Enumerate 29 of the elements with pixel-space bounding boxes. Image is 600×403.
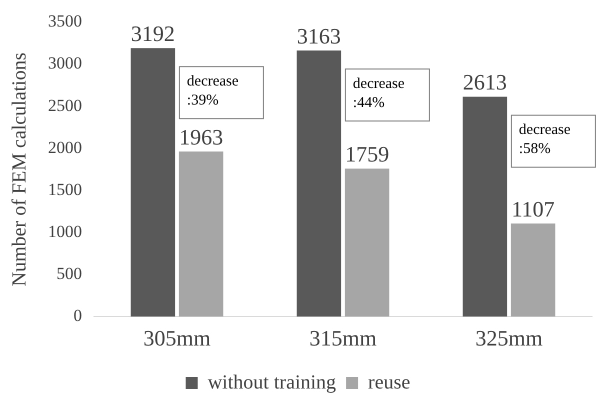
y-tick-label: 500: [56, 264, 82, 284]
legend-label: without training: [208, 371, 336, 394]
x-tick-label: 315mm: [309, 326, 377, 351]
y-tick-label: 1500: [48, 180, 82, 199]
y-tick-label: 3000: [48, 54, 82, 73]
annotation: decrease :44%: [352, 76, 405, 111]
bar: [510, 223, 556, 317]
annotation: decrease :39%: [186, 74, 239, 109]
bar: [130, 48, 176, 317]
bar: [462, 96, 508, 317]
data-label: 1963: [179, 124, 224, 150]
annotation: decrease :58%: [518, 122, 571, 158]
data-label: 1759: [345, 141, 390, 166]
y-tick-label: 3500: [48, 12, 82, 31]
bar: [344, 168, 390, 317]
x-tick-label: 325mm: [475, 326, 543, 351]
x-tick-label: 305mm: [143, 326, 211, 351]
bar: [296, 50, 342, 317]
y-tick-label: 1000: [48, 222, 82, 241]
data-label: 2613: [462, 70, 507, 95]
data-label: 3192: [130, 20, 175, 46]
y-axis-title: Number of FEM calculations: [8, 52, 30, 286]
data-label: 1107: [511, 196, 555, 222]
legend-label: reuse: [368, 371, 410, 394]
y-tick-label: 2000: [48, 138, 82, 157]
data-label: 3163: [296, 23, 341, 48]
y-tick-label: 0: [74, 306, 82, 326]
y-tick-label: 2500: [48, 96, 82, 115]
bar: [178, 151, 224, 317]
